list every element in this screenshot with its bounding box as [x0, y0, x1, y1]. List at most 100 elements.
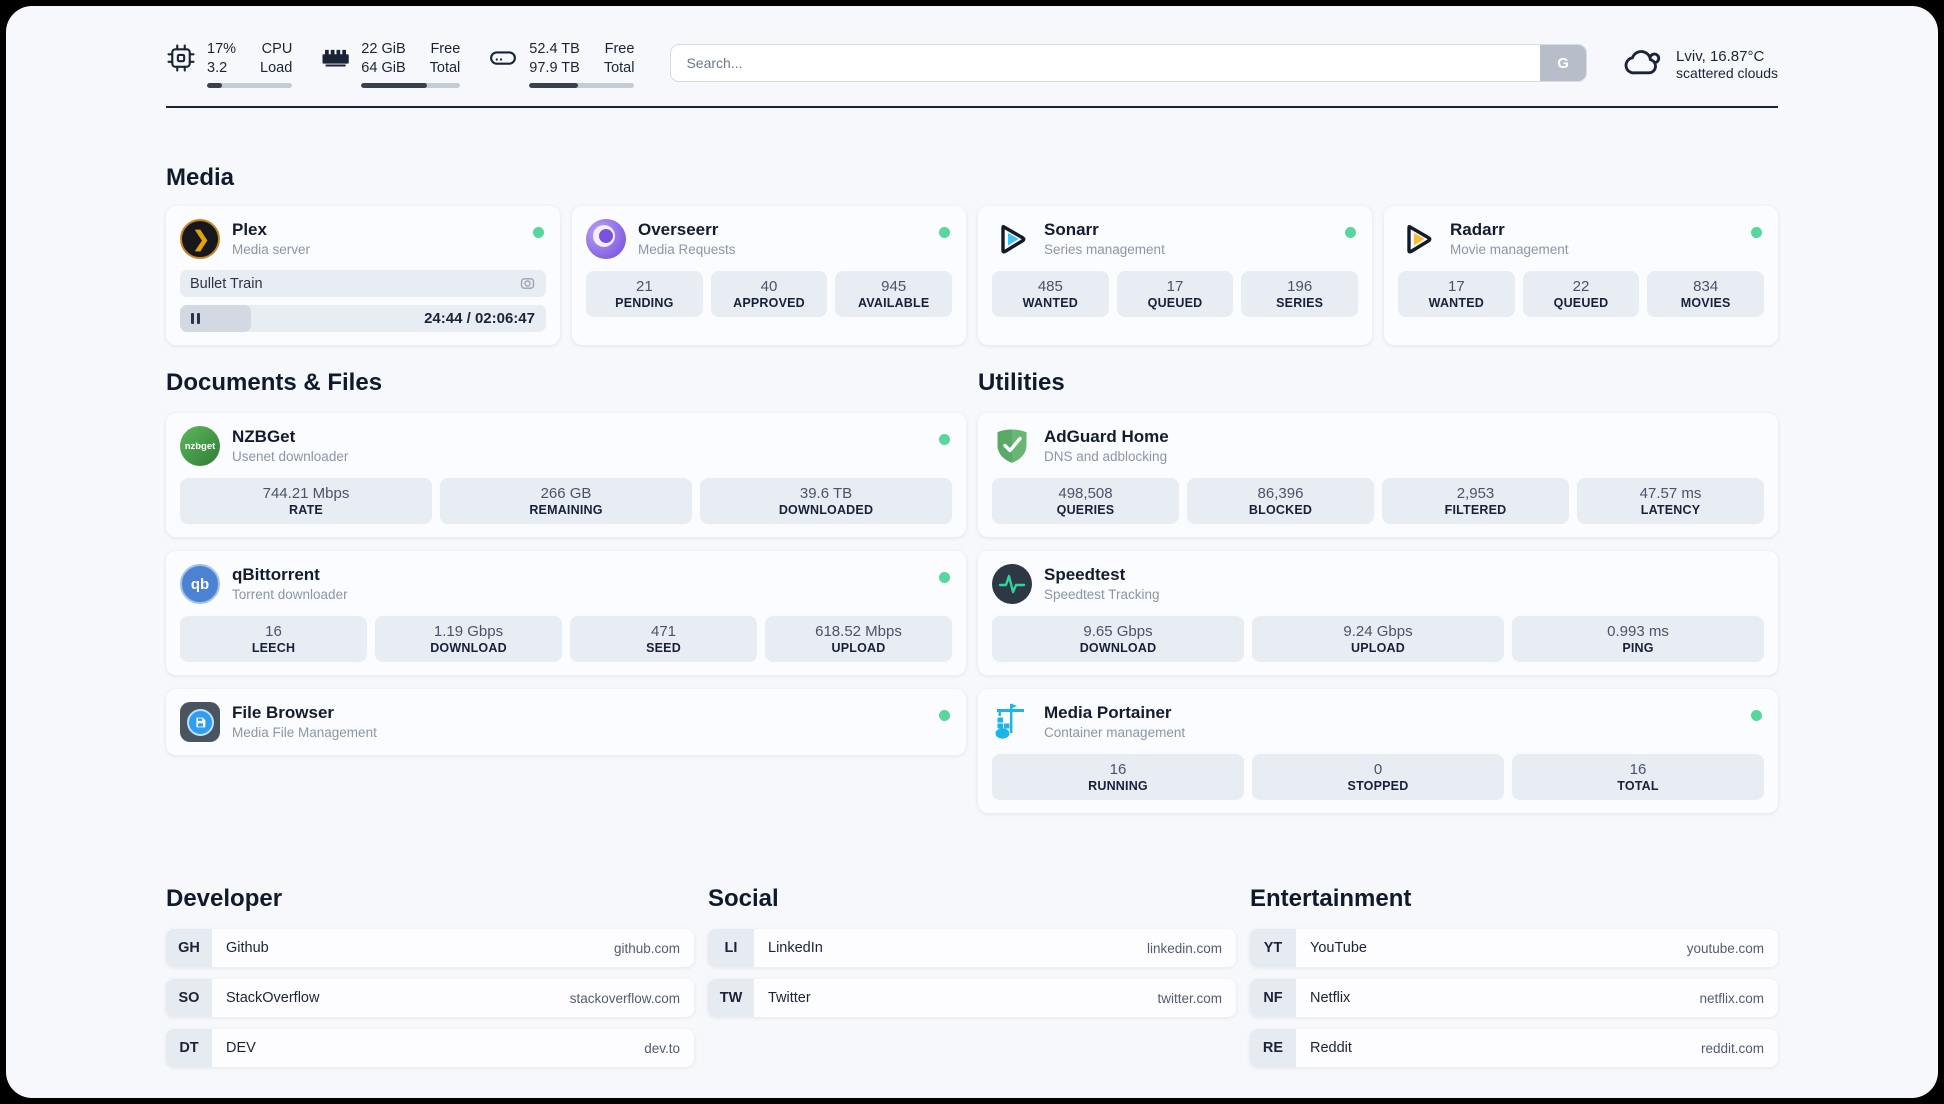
app-subtitle: Container management: [1044, 725, 1186, 741]
app-card-qbittorrent[interactable]: qb qBittorrent Torrent downloader 16 LEE…: [166, 551, 966, 676]
section-title-developer: Developer: [166, 885, 283, 913]
cpu-load-value: 3.2: [207, 60, 228, 77]
bookmark-twitter[interactable]: TW Twitter twitter.com: [708, 979, 1236, 1018]
filebrowser-icon: [180, 702, 220, 743]
stat-total: 16 TOTAL: [1512, 754, 1764, 801]
bookmark-github[interactable]: GH Github github.com: [166, 929, 694, 968]
app-title: Overseerr: [638, 219, 719, 239]
weather-condition: scattered clouds: [1676, 65, 1778, 81]
app-subtitle: Speedtest Tracking: [1044, 587, 1160, 603]
search-input[interactable]: [671, 45, 1541, 81]
bookmark-url: netflix.com: [1699, 990, 1764, 1006]
stat-series: 196 SERIES: [1241, 271, 1359, 318]
stat-leech: 16 LEECH: [180, 616, 367, 663]
bookmark-abbr: NF: [1250, 979, 1296, 1018]
app-card-sonarr[interactable]: Sonarr Series management 485 WANTED 17 Q…: [978, 206, 1372, 346]
weather-location-temp: Lviv, 16.87°C: [1676, 48, 1765, 65]
app-card-radarr[interactable]: Radarr Movie management 17 WANTED 22 QUE…: [1384, 206, 1778, 346]
dashboard: 17% 3.2 CPU Load: [6, 6, 1938, 1098]
app-card-portainer[interactable]: Media Portainer Container management 16 …: [978, 689, 1778, 814]
media-grid: ❯ Plex Media server Bullet Train: [166, 206, 1778, 346]
disk-icon: [488, 40, 518, 78]
video-session-icon: [519, 275, 536, 292]
bookmark-youtube[interactable]: YT YouTube youtube.com: [1250, 929, 1778, 968]
status-online-dot: [533, 227, 544, 239]
social-column: Social LI LinkedIn linkedin.com TW Twitt…: [708, 885, 1236, 1067]
pause-icon[interactable]: [191, 313, 200, 325]
memory-stat: 22 GiB 64 GiB Free Total: [320, 40, 461, 89]
bookmark-name: YouTube: [1310, 940, 1367, 957]
stat-upload: 9.24 Gbps UPLOAD: [1252, 616, 1504, 663]
disk-free-value: 52.4 TB: [529, 41, 580, 57]
topbar: 17% 3.2 CPU Load: [166, 6, 1778, 89]
cloud-icon: [1623, 42, 1663, 87]
disk-progress-bar: [529, 83, 635, 89]
bookmark-dev[interactable]: DT DEV dev.to: [166, 1029, 694, 1068]
stat-pending: 21 PENDING: [586, 271, 703, 318]
sonarr-icon: [992, 219, 1032, 259]
stat-download: 9.65 Gbps DOWNLOAD: [992, 616, 1244, 663]
app-card-overseerr[interactable]: Overseerr Media Requests 21 PENDING 40 A…: [572, 206, 966, 346]
app-card-nzbget[interactable]: nzbget NZBGet Usenet downloader 744.21 M…: [166, 413, 966, 538]
status-online-dot: [939, 710, 950, 722]
memory-free-value: 22 GiB: [361, 41, 406, 57]
memory-icon: [320, 40, 350, 78]
bookmark-abbr: SO: [166, 979, 212, 1018]
system-stats: 17% 3.2 CPU Load: [166, 40, 635, 89]
bookmark-abbr: RE: [1250, 1029, 1296, 1068]
stat-upload: 618.52 Mbps UPLOAD: [765, 616, 952, 663]
memory-progress-bar: [361, 83, 461, 89]
search-engine-button[interactable]: G: [1540, 45, 1587, 81]
bookmark-stackoverflow[interactable]: SO StackOverflow stackoverflow.com: [166, 979, 694, 1018]
now-playing-row: Bullet Train: [180, 270, 546, 298]
bookmark-name: StackOverflow: [226, 990, 320, 1007]
developer-column: Developer GH Github github.com SO StackO…: [166, 885, 694, 1068]
app-card-adguard[interactable]: AdGuard Home DNS and adblocking 498,508 …: [978, 413, 1778, 538]
bookmark-netflix[interactable]: NF Netflix netflix.com: [1250, 979, 1778, 1018]
app-subtitle: Media Requests: [638, 242, 736, 258]
section-title-media: Media: [166, 164, 235, 192]
portainer-icon: [992, 702, 1032, 742]
cpu-usage-value: 17%: [207, 41, 237, 57]
stat-blocked: 86,396 BLOCKED: [1187, 478, 1374, 525]
cpu-load-label: Load: [260, 60, 293, 77]
disk-total-value: 97.9 TB: [529, 60, 580, 77]
app-subtitle: Usenet downloader: [232, 449, 349, 465]
search-bar: G: [670, 44, 1588, 82]
app-subtitle: DNS and adblocking: [1044, 449, 1168, 465]
stat-stopped: 0 STOPPED: [1252, 754, 1504, 801]
bookmark-abbr: TW: [708, 979, 754, 1018]
app-card-speedtest[interactable]: Speedtest Speedtest Tracking 9.65 Gbps D…: [978, 551, 1778, 676]
cpu-progress-bar: [207, 83, 293, 89]
app-title: Radarr: [1450, 219, 1505, 239]
utilities-column: Utilities AdGuard Home DNS and adblockin…: [978, 369, 1778, 814]
stat-downloaded: 39.6 TB DOWNLOADED: [700, 478, 952, 525]
app-card-plex[interactable]: ❯ Plex Media server Bullet Train: [166, 206, 560, 346]
disk-stat: 52.4 TB 97.9 TB Free Total: [488, 40, 635, 89]
stat-queued: 17 QUEUED: [1116, 271, 1234, 318]
bookmark-name: Netflix: [1310, 990, 1351, 1007]
disk-free-label: Free: [604, 41, 635, 57]
app-title: NZBGet: [232, 426, 296, 446]
bookmark-abbr: LI: [708, 929, 754, 968]
bookmark-linkedin[interactable]: LI LinkedIn linkedin.com: [708, 929, 1236, 968]
status-online-dot: [939, 227, 950, 239]
section-title-entertainment: Entertainment: [1250, 885, 1412, 913]
bookmark-abbr: DT: [166, 1029, 212, 1068]
stat-running: 16 RUNNING: [992, 754, 1244, 801]
bookmark-url: twitter.com: [1157, 990, 1222, 1006]
app-card-filebrowser[interactable]: File Browser Media File Management: [166, 689, 966, 756]
app-title: Speedtest: [1044, 564, 1126, 584]
overseerr-icon: [586, 219, 626, 260]
app-title: File Browser: [232, 702, 335, 722]
app-subtitle: Movie management: [1450, 242, 1569, 258]
status-online-dot: [1345, 227, 1356, 239]
bookmark-url: dev.to: [644, 1040, 680, 1056]
stat-ping: 0.993 ms PING: [1512, 616, 1764, 663]
bookmark-url: stackoverflow.com: [569, 990, 680, 1006]
status-online-dot: [1751, 710, 1762, 722]
stat-latency: 47.57 ms LATENCY: [1577, 478, 1764, 525]
header-divider: [166, 106, 1778, 109]
bookmark-reddit[interactable]: RE Reddit reddit.com: [1250, 1029, 1778, 1068]
stat-download: 1.19 Gbps DOWNLOAD: [375, 616, 562, 663]
